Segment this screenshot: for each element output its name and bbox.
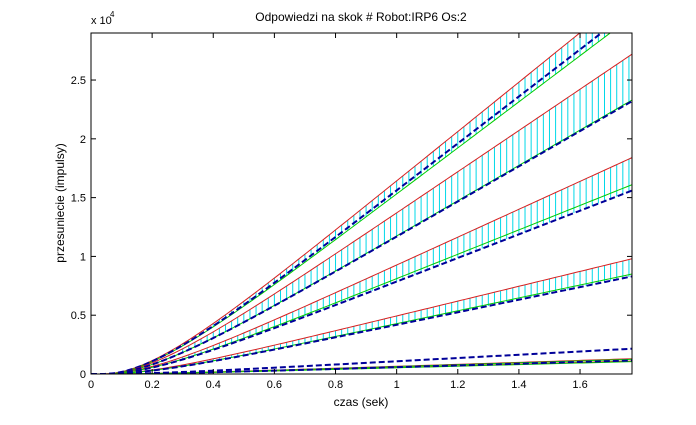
upper-bound-line-group-4 [91,258,632,374]
measured-line-group-3 [91,189,632,374]
x-tick-label: 1.4 [511,379,526,391]
y-tick-label: 1.5 [71,193,86,205]
x-tick-label: 0.2 [144,379,159,391]
plot-frame [90,32,633,375]
measured-line-group-2 [91,100,632,374]
measured-line-group-4 [91,275,632,374]
x-tick-label: 0.6 [267,379,282,391]
x-tick-label: 1 [394,379,400,391]
y-tick-label: 0 [80,369,86,381]
plot-background [91,33,632,374]
upper-bound-line-group-1 [91,33,581,374]
x-axis-label: czas (sek) [334,395,389,409]
x-tick-label: 1.6 [572,379,587,391]
y-tick-label: 0.5 [71,310,86,322]
measured-line-group-1 [91,33,604,374]
x-tick-label: 0.8 [328,379,343,391]
y-axis: 0 0.5 1 1.5 2 2.5 [71,75,632,381]
upper-bound-line-group-3 [91,157,632,374]
x-axis: 0 0.2 0.4 0.6 0.8 1 1.2 1.4 1.6 [88,33,588,391]
chart-title: Odpowiedzi na skok # Robot:IRP6 Os:2 [255,10,467,24]
series-lines [91,33,632,374]
y-tick-label: 2 [80,134,86,146]
measured-line-group-6 [91,359,632,374]
x-tick-label: 1.2 [450,379,465,391]
y-tick-label: 2.5 [71,75,86,87]
y-tick-label: 1 [80,251,86,263]
y-exponent-label: x 10 [91,15,112,27]
x-tick-label: 0 [88,379,94,391]
upper-bound-line-group-2 [91,53,632,374]
y-exponent-power: 4 [110,10,115,19]
x-tick-label: 0.4 [206,379,221,391]
y-axis-label: przesuniecie (impulsy) [53,143,67,262]
